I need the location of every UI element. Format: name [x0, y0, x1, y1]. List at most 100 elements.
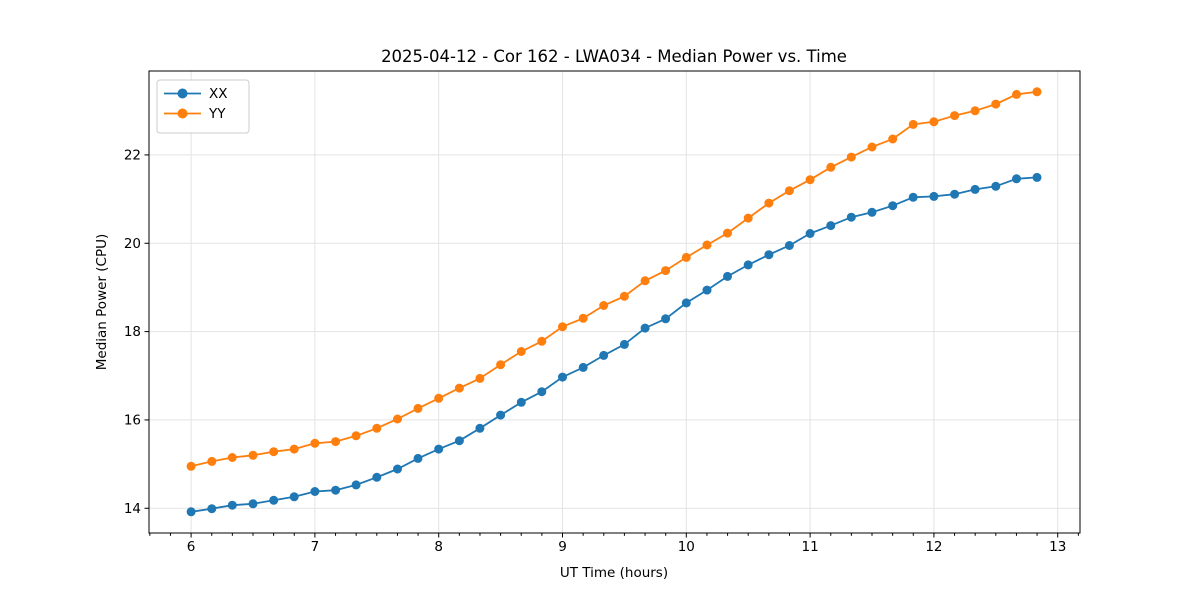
- data-point-yy: [661, 266, 671, 276]
- data-point-yy: [991, 99, 1001, 109]
- x-axis-label: UT Time (hours): [560, 565, 668, 581]
- data-point-xx: [702, 285, 712, 295]
- x-tick-labels: 6 7 8 9 10 11 12 13: [187, 539, 1067, 555]
- data-point-xx: [516, 397, 526, 407]
- data-point-xx: [681, 298, 691, 308]
- data-point-yy: [269, 447, 279, 457]
- data-point-xx: [970, 184, 980, 194]
- y-tick-label: 14: [124, 501, 141, 517]
- data-point-yy: [372, 423, 382, 433]
- data-point-xx: [846, 212, 856, 222]
- data-point-xx: [537, 387, 547, 397]
- legend-label-yy: YY: [208, 106, 226, 122]
- data-point-yy: [908, 119, 918, 129]
- data-point-xx: [991, 181, 1001, 191]
- data-point-yy: [764, 198, 774, 208]
- data-point-yy: [681, 252, 691, 262]
- x-tick-label: 9: [558, 539, 567, 555]
- data-point-yy: [393, 414, 402, 424]
- data-point-yy: [743, 213, 753, 223]
- data-point-xx: [454, 436, 464, 446]
- data-point-xx: [186, 507, 196, 517]
- data-point-xx: [784, 241, 794, 250]
- data-point-yy: [310, 438, 320, 448]
- data-point-yy: [929, 117, 939, 127]
- data-point-yy: [846, 152, 856, 162]
- data-point-yy: [1012, 89, 1021, 99]
- data-point-xx: [207, 504, 217, 514]
- data-point-xx: [867, 207, 877, 217]
- data-point-yy: [826, 162, 836, 172]
- data-point-xx: [434, 444, 444, 454]
- data-point-yy: [950, 111, 960, 121]
- x-tick-label: 6: [187, 539, 196, 555]
- data-point-yy: [970, 106, 980, 116]
- data-point-yy: [702, 240, 712, 250]
- data-point-xx: [289, 492, 299, 502]
- legend-item-yy: YY: [164, 106, 226, 122]
- legend: XX YY: [156, 79, 250, 134]
- data-point-yy: [867, 142, 877, 152]
- data-point-xx: [578, 362, 588, 372]
- y-tick-label: 18: [124, 324, 141, 340]
- data-point-yy: [784, 186, 794, 196]
- data-point-yy: [516, 347, 526, 356]
- data-point-xx: [496, 410, 506, 420]
- data-point-yy: [454, 383, 464, 393]
- data-point-yy: [805, 175, 815, 185]
- data-point-xx: [248, 499, 258, 509]
- data-point-yy: [227, 453, 237, 462]
- data-point-xx: [1012, 174, 1021, 184]
- grid: [149, 71, 1080, 533]
- data-point-yy: [289, 444, 299, 454]
- data-point-yy: [331, 437, 341, 447]
- series-markers-yy: [186, 87, 1042, 471]
- x-tick-label: 7: [311, 539, 320, 555]
- legend-box: [156, 79, 250, 134]
- data-point-yy: [475, 373, 485, 383]
- data-point-xx: [805, 229, 815, 238]
- data-point-xx: [310, 487, 320, 496]
- data-point-yy: [413, 403, 423, 413]
- x-tick-label: 8: [434, 539, 443, 555]
- data-point-xx: [1032, 172, 1042, 182]
- data-point-xx: [372, 472, 382, 482]
- data-point-yy: [578, 313, 588, 323]
- x-tick-label: 11: [802, 539, 819, 555]
- x-tick-label: 12: [925, 539, 942, 555]
- legend-item-xx: XX: [164, 86, 228, 102]
- data-point-yy: [1032, 87, 1042, 97]
- chart-title: 2025-04-12 - Cor 162 - LWA034 - Median P…: [381, 47, 847, 66]
- data-point-yy: [723, 228, 732, 238]
- data-point-xx: [640, 323, 650, 333]
- data-point-yy: [537, 336, 547, 346]
- data-point-xx: [661, 314, 671, 324]
- data-point-yy: [186, 461, 196, 471]
- data-point-xx: [723, 271, 732, 281]
- data-point-yy: [207, 456, 217, 466]
- plot-border: [148, 70, 1081, 534]
- y-axis-label: Median Power (CPU): [94, 234, 110, 370]
- data-point-xx: [599, 350, 609, 360]
- data-point-yy: [496, 360, 506, 370]
- data-point-xx: [269, 495, 279, 505]
- legend-label-xx: XX: [209, 86, 228, 102]
- data-point-xx: [351, 480, 361, 490]
- y-tick-label: 16: [124, 412, 141, 428]
- data-point-xx: [743, 260, 753, 270]
- data-point-yy: [599, 301, 609, 310]
- data-point-xx: [331, 485, 341, 495]
- data-point-yy: [558, 322, 567, 332]
- y-tick-label: 22: [124, 147, 141, 163]
- axis-ticks: [144, 154, 1079, 538]
- data-point-xx: [908, 192, 918, 202]
- data-point-xx: [227, 500, 237, 510]
- series-line-yy: [190, 90, 1038, 468]
- data-point-yy: [640, 276, 650, 286]
- y-tick-label: 20: [124, 236, 141, 252]
- data-point-xx: [826, 221, 836, 231]
- legend-marker-xx: [177, 88, 188, 99]
- data-point-xx: [558, 372, 567, 382]
